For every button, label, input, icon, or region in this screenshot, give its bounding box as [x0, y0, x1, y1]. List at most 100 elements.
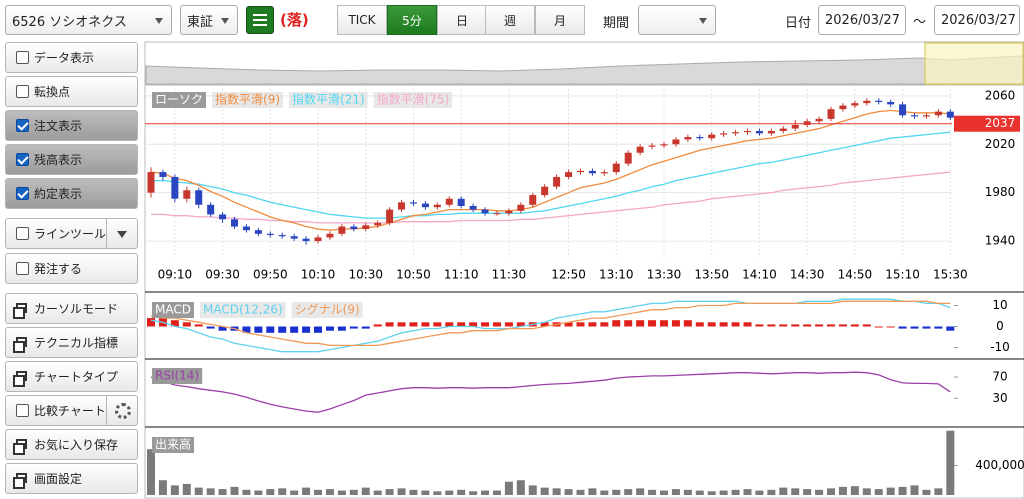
candle-body: [445, 198, 453, 205]
date-to[interactable]: 2026/03/27: [934, 5, 1020, 35]
histogram-bar: [600, 322, 609, 327]
interval-tab[interactable]: 月: [535, 5, 585, 35]
sidebar-button[interactable]: チャートタイプ: [5, 361, 138, 392]
interval-tab[interactable]: 週: [485, 5, 535, 35]
volume-bar: [898, 486, 907, 495]
sidebar-button[interactable]: カーソルモード: [5, 293, 138, 324]
volume-bar: [325, 489, 334, 495]
date-from[interactable]: 2026/03/27: [818, 5, 906, 35]
x-tick-label: 10:50: [396, 268, 431, 282]
candle-body: [505, 210, 513, 214]
window-icon: [13, 337, 27, 353]
histogram-bar: [934, 326, 943, 329]
legend-bg: [289, 92, 368, 108]
interval-tab[interactable]: TICK: [337, 5, 387, 35]
candle-body: [720, 133, 728, 135]
volume-bar: [743, 489, 752, 495]
volume-bar: [290, 490, 299, 495]
candle-body: [147, 172, 155, 193]
sidebar-button[interactable]: 約定表示: [5, 178, 138, 209]
candle-body: [899, 104, 907, 116]
volume-bar: [755, 490, 764, 495]
volume-bar: [278, 488, 287, 495]
candle-body: [409, 202, 417, 204]
candle-body: [684, 137, 692, 140]
sidebar-button[interactable]: データ表示: [5, 42, 138, 73]
checkbox[interactable]: [16, 262, 29, 275]
candle-body: [624, 152, 632, 164]
candle-body: [576, 170, 584, 173]
histogram-bar: [743, 322, 752, 327]
candle-body: [433, 204, 441, 208]
sidebar-button[interactable]: 転換点: [5, 76, 138, 107]
volume-bar: [934, 488, 943, 495]
sidebar-button[interactable]: テクニカル指標: [5, 327, 138, 358]
legend-bg: [199, 302, 286, 318]
histogram-bar: [254, 326, 263, 333]
window-icon: [13, 473, 27, 489]
volume-bar: [683, 489, 692, 495]
checkbox[interactable]: [16, 153, 29, 166]
dropdown-arrow[interactable]: [106, 219, 137, 248]
legend-bg: [152, 368, 203, 384]
volume-bar: [588, 488, 597, 495]
candle-body: [660, 144, 668, 146]
legend-label: 出来高: [155, 437, 191, 452]
window-icon: [13, 371, 27, 387]
sidebar-label: テクニカル指標: [34, 336, 119, 350]
volume-bar: [636, 488, 645, 495]
volume-bar: [373, 490, 382, 495]
sidebar-button[interactable]: お気に入り保存: [5, 429, 138, 460]
series-line: [150, 298, 951, 353]
sidebar-button[interactable]: 比較チャート: [5, 395, 138, 426]
legend-label: MACD(12,26): [203, 303, 283, 317]
x-tick-label: 11:30: [492, 268, 527, 282]
y-tick-label: 0: [996, 319, 1004, 333]
market-select[interactable]: 東証: [180, 5, 238, 35]
symbol-select[interactable]: 6526 ソシオネクス: [5, 5, 172, 35]
sidebar-button[interactable]: 画面設定: [5, 463, 138, 494]
histogram-bar: [707, 322, 716, 327]
settings-icon[interactable]: [106, 396, 137, 425]
volume-bar: [147, 449, 155, 495]
histogram-bar: [838, 324, 847, 327]
sidebar-button[interactable]: 残高表示: [5, 144, 138, 175]
list-button[interactable]: [246, 6, 274, 34]
series-line: [150, 300, 951, 347]
candle-body: [612, 163, 620, 173]
volume-bar: [695, 490, 704, 495]
histogram-bar: [731, 322, 740, 327]
sidebar-button[interactable]: ラインツール: [5, 218, 138, 249]
checkbox[interactable]: [16, 85, 29, 98]
sidebar-label: 画面設定: [34, 472, 83, 486]
checkbox[interactable]: [16, 187, 29, 200]
volume-bar: [791, 488, 800, 495]
histogram-bar: [791, 324, 800, 327]
volume-bar: [409, 489, 418, 495]
checkbox[interactable]: [16, 119, 29, 132]
interval-tab[interactable]: 日: [437, 5, 487, 35]
candle-body: [207, 204, 215, 215]
volume-bar: [516, 480, 525, 495]
candle-body: [195, 190, 203, 205]
interval-tab[interactable]: 5分: [387, 5, 437, 35]
checkbox[interactable]: [16, 51, 29, 64]
checkbox[interactable]: [16, 404, 29, 417]
sidebar-button[interactable]: 注文表示: [5, 110, 138, 141]
y-tick-label: 30: [992, 391, 1007, 405]
histogram-bar: [302, 326, 311, 333]
sidebar-label: データ表示: [34, 51, 95, 65]
volume-bar: [314, 489, 323, 495]
overview-window[interactable]: [924, 42, 1024, 85]
histogram-bar: [337, 326, 346, 331]
candle-body: [922, 115, 930, 117]
y-tick-label: 400,000: [975, 458, 1024, 472]
volume-bar: [230, 486, 239, 495]
legend-bg: [291, 302, 363, 318]
sidebar-button[interactable]: 発注する: [5, 253, 138, 284]
sidebar-label: お気に入り保存: [34, 438, 119, 452]
period-select[interactable]: [638, 5, 716, 35]
x-tick-label: 14:30: [790, 268, 825, 282]
checkbox[interactable]: [16, 227, 29, 240]
